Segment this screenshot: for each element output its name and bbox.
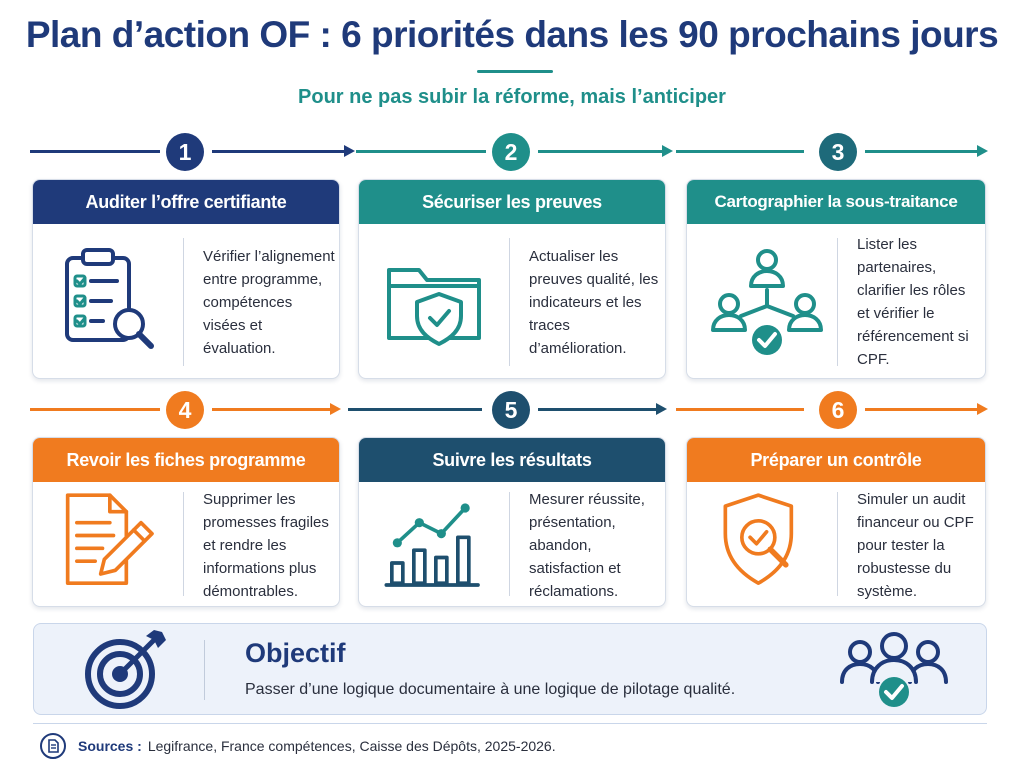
step-card-4: Revoir les fiches programme Supprimer le… bbox=[32, 437, 340, 607]
step-arrow-2: 2 bbox=[356, 133, 674, 171]
step-card-6: Préparer un contrôle Simuler un audit fi… bbox=[686, 437, 986, 607]
team-check-icon bbox=[840, 632, 948, 707]
step-number-5: 5 bbox=[492, 391, 530, 429]
target-icon bbox=[85, 630, 166, 709]
step-title-1: Auditer l’offre certifiante bbox=[33, 180, 339, 224]
sources-label: Sources : bbox=[78, 738, 142, 754]
step-card-2: Sécuriser les preuves Actualiser les pre… bbox=[358, 179, 666, 379]
sources-footer: Sources : Legifrance, France compétences… bbox=[40, 731, 556, 761]
document-icon bbox=[40, 733, 66, 759]
step-card-3: Cartographier la sous-traitance Lister l… bbox=[686, 179, 986, 379]
step-number-6: 6 bbox=[819, 391, 857, 429]
objective-panel: Objectif Passer d’une logique documentai… bbox=[33, 623, 987, 715]
footer-divider bbox=[33, 723, 987, 724]
objective-text: Passer d’une logique documentaire à une … bbox=[245, 681, 736, 698]
step-title-5: Suivre les résultats bbox=[359, 438, 665, 482]
step-arrow-3: 3 bbox=[676, 133, 990, 171]
page-subtitle: Pour ne pas subir la réforme, mais l’ant… bbox=[298, 86, 726, 108]
bar-chart-icon bbox=[384, 503, 480, 587]
step-number-4: 4 bbox=[166, 391, 204, 429]
step-text-3: Lister les partenaires, clarifier les rô… bbox=[857, 236, 969, 368]
step-title-4: Revoir les fiches programme bbox=[33, 438, 339, 482]
step-number-3: 3 bbox=[819, 133, 857, 171]
step-text-6: Simuler un audit financeur ou CPF pour t… bbox=[857, 490, 974, 600]
document-pencil-icon bbox=[65, 493, 154, 585]
step-text-2: Actualiser les preuves qualité, les indi… bbox=[529, 247, 659, 357]
step-text-4: Supprimer les promesses fragiles et rend… bbox=[203, 490, 329, 600]
step-title-3: Cartographier la sous-traitance bbox=[687, 180, 985, 224]
shield-magnifier-icon bbox=[723, 493, 794, 585]
sources-text: Legifrance, France compétences, Caisse d… bbox=[147, 738, 556, 754]
step-number-2: 2 bbox=[492, 133, 530, 171]
step-card-1: Auditer l’offre certifiante Vérifier l’a… bbox=[32, 179, 340, 379]
folder-shield-icon bbox=[387, 268, 481, 346]
step-text-5: Mesurer réussite, présentation, abandon,… bbox=[529, 490, 645, 600]
clipboard-checklist-icon bbox=[65, 248, 154, 349]
step-title-6: Préparer un contrôle bbox=[687, 438, 985, 482]
network-people-icon bbox=[711, 249, 823, 355]
step-arrow-6: 6 bbox=[676, 391, 990, 429]
step-text-1: Vérifier l’alignement entre programme, c… bbox=[203, 247, 335, 357]
step-arrow-1: 1 bbox=[30, 133, 356, 171]
step-card-5: Suivre les résultats Mesurer réussite, p… bbox=[358, 437, 666, 607]
step-number-1: 1 bbox=[166, 133, 204, 171]
objective-title: Objectif bbox=[245, 638, 346, 668]
step-arrow-4: 4 bbox=[30, 391, 342, 429]
step-title-2: Sécuriser les preuves bbox=[359, 180, 665, 224]
page-title: Plan d’action OF : 6 priorités dans les … bbox=[25, 14, 999, 55]
title-underline bbox=[477, 70, 553, 73]
step-arrow-5: 5 bbox=[348, 391, 670, 429]
